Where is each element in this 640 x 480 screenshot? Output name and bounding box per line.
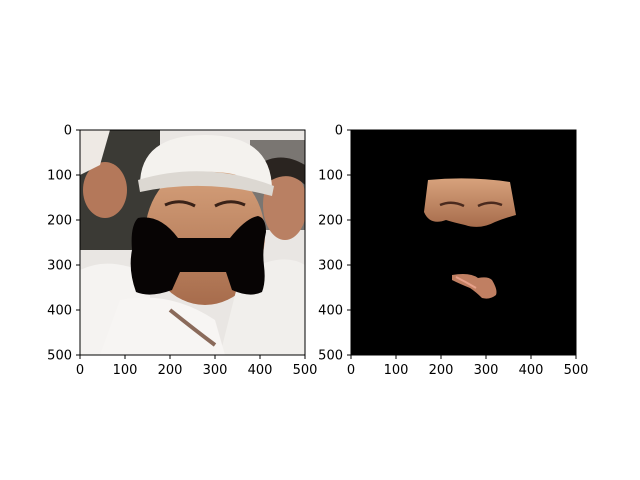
- right-y-tick-label: 0: [335, 124, 343, 139]
- right-x-tick-label: 400: [519, 363, 544, 378]
- left-axis-ticks: 0 100 200 300 400 500 0 100 200 300 400 500: [47, 124, 317, 379]
- left-axes-frame: [79, 129, 306, 356]
- right-axes-frame: [350, 129, 577, 356]
- left-image-panel: 0 100 200 300 400 500 0 100 200 300 400 500: [47, 124, 317, 379]
- left-y-tick-label: 500: [47, 349, 72, 364]
- left-y-tick-label: 300: [47, 259, 72, 274]
- right-y-tick-label: 500: [318, 349, 343, 364]
- right-y-tick-label: 400: [318, 304, 343, 319]
- right-y-tick-label: 200: [318, 214, 343, 229]
- right-x-tick-label: 200: [429, 363, 454, 378]
- left-y-tick-label: 400: [47, 304, 72, 319]
- right-y-tick-label: 100: [318, 169, 343, 184]
- left-x-tick-label: 100: [113, 363, 138, 378]
- occlusion-mask: [130, 216, 266, 295]
- left-y-tick-label: 200: [47, 214, 72, 229]
- right-x-tick-label: 300: [474, 363, 499, 378]
- left-photo: [80, 130, 305, 355]
- left-x-tick-label: 300: [203, 363, 228, 378]
- left-x-tick-label: 200: [158, 363, 183, 378]
- right-image-panel: 0 100 200 300 400 500 0 100 200 300 400 500: [318, 124, 588, 379]
- right-axis-ticks: 0 100 200 300 400 500 0 100 200 300 400 500: [318, 124, 588, 379]
- left-y-tick-label: 0: [64, 124, 72, 139]
- right-x-tick-label: 500: [564, 363, 589, 378]
- left-y-tick-label: 100: [47, 169, 72, 184]
- right-x-tick-label: 100: [384, 363, 409, 378]
- left-x-tick-label: 0: [76, 363, 84, 378]
- skin-region-upper: [424, 178, 516, 227]
- right-x-tick-label: 0: [347, 363, 355, 378]
- right-mask-image: [351, 130, 576, 355]
- right-y-tick-label: 300: [318, 259, 343, 274]
- left-x-tick-label: 500: [293, 363, 318, 378]
- left-x-tick-label: 400: [248, 363, 273, 378]
